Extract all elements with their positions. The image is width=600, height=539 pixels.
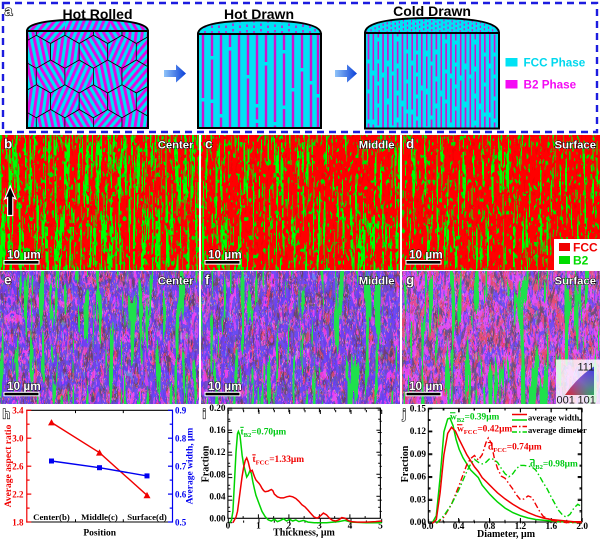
- svg-text:Fraction: Fraction: [201, 445, 212, 482]
- svg-text:tFCC=1.33μm: tFCC=1.33μm: [253, 455, 305, 467]
- svg-text:0.03: 0.03: [410, 495, 427, 505]
- svg-text:2.6: 2.6: [12, 462, 24, 472]
- svg-text:001: 001: [557, 395, 575, 405]
- svg-text:B2: B2: [573, 254, 589, 268]
- svg-text:0.8: 0.8: [175, 434, 187, 444]
- svg-text:c: c: [205, 137, 213, 152]
- svg-text:0: 0: [226, 522, 231, 532]
- svg-text:10 µm: 10 µm: [208, 379, 242, 393]
- svg-text:wFCC=0.42μm: wFCC=0.42μm: [457, 425, 512, 437]
- svg-text:10 µm: 10 µm: [409, 248, 443, 262]
- svg-text:10 µm: 10 µm: [409, 379, 443, 393]
- svg-text:1: 1: [256, 522, 261, 532]
- svg-text:0.9: 0.9: [175, 406, 187, 416]
- svg-text:10 µm: 10 µm: [7, 248, 41, 262]
- svg-text:Surface: Surface: [555, 140, 596, 152]
- svg-text:10 µm: 10 µm: [208, 248, 242, 262]
- svg-text:Middle: Middle: [359, 140, 395, 152]
- svg-text:101: 101: [578, 395, 596, 405]
- svg-text:1.8: 1.8: [12, 517, 24, 527]
- svg-text:h: h: [3, 408, 11, 422]
- svg-text:Thickness, μm: Thickness, μm: [273, 528, 335, 539]
- svg-text:Fraction: Fraction: [400, 445, 411, 482]
- svg-text:f: f: [205, 273, 210, 288]
- svg-text:Surface: Surface: [555, 276, 596, 288]
- svg-text:B2 Phase: B2 Phase: [524, 78, 577, 91]
- svg-text:a: a: [5, 3, 13, 19]
- svg-text:wB2=0.39μm: wB2=0.39μm: [450, 413, 500, 425]
- svg-text:0.06: 0.06: [410, 473, 427, 483]
- svg-text:1.6: 1.6: [545, 522, 557, 532]
- svg-text:1.2: 1.2: [515, 522, 527, 532]
- svg-text:0.0: 0.0: [422, 522, 434, 532]
- svg-text:Hot Rolled: Hot Rolled: [63, 6, 133, 22]
- svg-text:Center: Center: [158, 276, 194, 288]
- svg-text:Middle(c): Middle(c): [81, 512, 118, 522]
- svg-text:3: 3: [317, 522, 322, 532]
- svg-text:0.00: 0.00: [209, 514, 226, 524]
- svg-text:Hot Drawn: Hot Drawn: [224, 6, 294, 22]
- svg-text:e: e: [4, 273, 12, 288]
- svg-text:j: j: [402, 408, 406, 422]
- svg-text:0.4: 0.4: [453, 522, 465, 532]
- svg-text:FCC Phase: FCC Phase: [524, 56, 586, 69]
- svg-text:Middle: Middle: [359, 276, 395, 288]
- svg-text:0.6: 0.6: [175, 489, 187, 499]
- svg-text:FCC: FCC: [573, 241, 598, 255]
- svg-text:Center: Center: [158, 140, 194, 152]
- svg-text:10 µm: 10 µm: [7, 379, 41, 393]
- svg-text:0.15: 0.15: [410, 404, 427, 414]
- svg-text:0.5: 0.5: [175, 517, 187, 527]
- svg-text:Cold Drawn: Cold Drawn: [393, 3, 471, 19]
- svg-text:0.12: 0.12: [209, 448, 226, 458]
- svg-text:0.09: 0.09: [410, 450, 427, 460]
- svg-text:0.20: 0.20: [209, 404, 226, 414]
- svg-text:0.16: 0.16: [209, 426, 226, 436]
- svg-text:Center(b): Center(b): [33, 512, 70, 522]
- svg-text:Average width, μm: Average width, μm: [186, 428, 196, 505]
- svg-text:Surface(d): Surface(d): [127, 512, 167, 522]
- svg-text:2.0: 2.0: [576, 522, 588, 532]
- svg-text:0.12: 0.12: [410, 427, 427, 437]
- svg-text:Position: Position: [83, 529, 116, 539]
- svg-text:0.08: 0.08: [209, 470, 226, 480]
- svg-text:Diameter, μm: Diameter, μm: [477, 529, 536, 539]
- svg-text:dB2=0.98μm: dB2=0.98μm: [530, 460, 578, 472]
- svg-text:i: i: [203, 408, 206, 422]
- svg-text:0.00: 0.00: [410, 518, 427, 528]
- svg-text:2.2: 2.2: [12, 489, 24, 499]
- svg-text:4: 4: [348, 522, 353, 532]
- svg-text:2: 2: [287, 522, 292, 532]
- svg-text:0.8: 0.8: [484, 522, 496, 532]
- svg-text:5: 5: [378, 522, 383, 532]
- svg-text:0.04: 0.04: [209, 492, 226, 502]
- svg-text:tB2=0.70μm: tB2=0.70μm: [241, 428, 287, 440]
- svg-text:average dimeter: average dimeter: [528, 425, 587, 435]
- svg-text:0.7: 0.7: [175, 462, 187, 472]
- svg-text:111: 111: [578, 362, 595, 374]
- svg-text:g: g: [406, 273, 414, 288]
- svg-text:Average aspect ratio: Average aspect ratio: [4, 424, 14, 507]
- svg-text:3.4: 3.4: [12, 406, 24, 416]
- svg-text:b: b: [4, 137, 12, 152]
- svg-text:dFCC=0.74μm: dFCC=0.74μm: [488, 443, 542, 455]
- svg-text:3.0: 3.0: [12, 434, 24, 444]
- svg-text:d: d: [406, 137, 414, 152]
- svg-text:average width: average width: [528, 412, 580, 422]
